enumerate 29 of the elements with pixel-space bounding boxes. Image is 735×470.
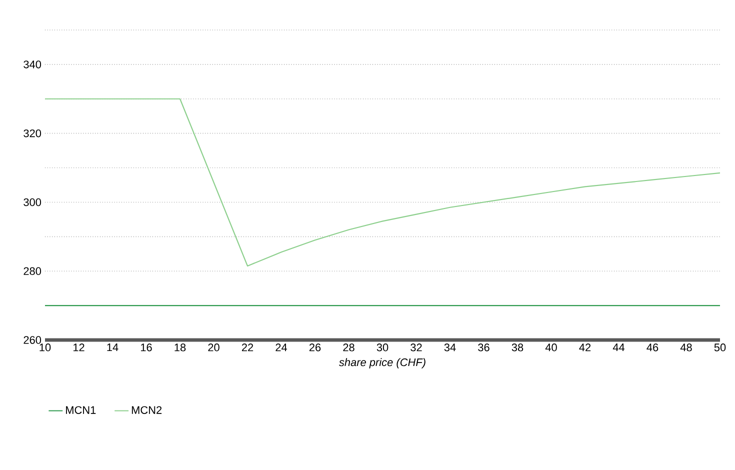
x-tick-label: 20	[208, 344, 220, 352]
x-tick-label: 38	[512, 344, 524, 352]
x-tick-label: 14	[107, 344, 118, 352]
x-tick-label: 16	[140, 344, 152, 352]
y-tick-label: 280	[24, 267, 42, 275]
x-tick-label: 24	[276, 344, 288, 352]
y-tick-label: 320	[24, 129, 42, 138]
x-tick-label: 30	[376, 344, 388, 352]
y-tick-label: 300	[24, 198, 42, 206]
x-tick-label: 46	[646, 344, 658, 352]
x-tick-label: 22	[242, 344, 254, 352]
legend-label: MCN1	[66, 406, 96, 414]
x-tick-label: 18	[174, 344, 186, 352]
x-tick-label: 28	[343, 344, 354, 352]
x-tick-label: 40	[545, 344, 557, 352]
x-tick-label: 42	[579, 344, 591, 352]
x-tick-label: 44	[612, 344, 625, 352]
y-tick-label: 340	[24, 60, 42, 68]
x-tick-label: 34	[444, 344, 456, 352]
x-tick-label: 50	[714, 344, 726, 352]
x-tick-label: 36	[478, 344, 490, 352]
x-tick-label: 48	[680, 344, 692, 352]
x-tick-label: 32	[410, 344, 422, 352]
x-tick-label: 26	[309, 344, 321, 352]
x-tick-label: 10	[40, 344, 51, 352]
y-tick-label: 260	[24, 336, 42, 344]
x-tick-label: 12	[73, 344, 84, 352]
x-axis-title: share price (CHF)	[338, 358, 426, 368]
legend-label: MCN2	[132, 406, 162, 414]
